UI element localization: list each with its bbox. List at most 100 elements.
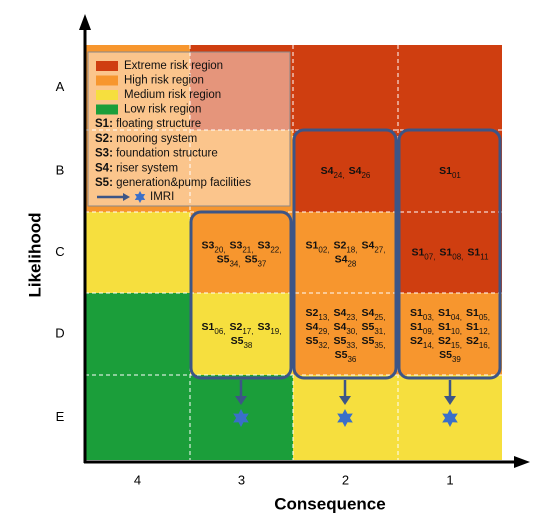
cell-text: S539 (439, 349, 461, 364)
item-code: S1 (410, 321, 423, 333)
item-number: 35, (374, 341, 385, 350)
item-number: 08, (452, 252, 463, 261)
item-number: 30, (346, 327, 357, 336)
item-code: S1 (466, 321, 479, 333)
x-axis-label: Consequence (274, 494, 385, 513)
item-code: S3 (257, 239, 270, 251)
item-number: 11 (480, 252, 489, 261)
item-code: S4 (349, 165, 362, 177)
imri-star (233, 409, 249, 427)
item-number: 31, (374, 327, 385, 336)
cell (398, 130, 502, 212)
item-code: S5 (306, 335, 319, 347)
cell (398, 45, 502, 130)
item-number: 27, (374, 245, 385, 254)
cell-text: S106, S217, S319, (202, 321, 282, 336)
legend-system: S4: riser system (95, 162, 178, 174)
item-code: S5 (335, 349, 348, 361)
item-number: 02, (318, 245, 329, 254)
legend-system: S5: generation&pump facilities (95, 177, 251, 189)
cell (398, 293, 502, 375)
legend-system: S3: foundation structure (95, 148, 218, 160)
item-number: 20, (214, 245, 225, 254)
legend-label: Medium risk region (124, 89, 221, 101)
cell (293, 130, 398, 212)
imri-star (337, 409, 353, 427)
item-number: 28 (347, 259, 356, 268)
item-code: S1 (411, 246, 424, 258)
cell-text: S429, S430, S531, (306, 321, 386, 336)
item-number: 16, (479, 341, 490, 350)
item-code: S5 (439, 349, 452, 361)
item-number: 10, (451, 327, 462, 336)
row-label: D (55, 325, 64, 340)
item-code: S4 (321, 165, 334, 177)
legend-swatch (96, 104, 118, 115)
item-code: S2 (466, 335, 479, 347)
cell-text: S428 (335, 253, 357, 268)
item-number: 24, (333, 171, 344, 180)
item-number: 34, (229, 259, 240, 268)
arrowhead (339, 396, 351, 405)
item-code: S4 (334, 321, 347, 333)
arrowhead (444, 396, 456, 405)
cell (85, 375, 190, 460)
row-label: E (56, 409, 65, 424)
column-label: 4 (134, 472, 141, 487)
item-code: S4 (335, 253, 348, 265)
legend-label: High risk region (124, 75, 204, 87)
legend-system: S2: mooring system (95, 133, 197, 145)
legend-system: S1: floating structure (95, 118, 201, 130)
item-code: S2 (438, 335, 451, 347)
groups (189, 128, 502, 380)
item-code: S2 (410, 335, 423, 347)
imri-star (442, 409, 458, 427)
system-name: foundation structure (113, 148, 218, 160)
group-box (189, 210, 293, 380)
item-number: 33, (346, 341, 357, 350)
cell (293, 45, 398, 130)
item-code: S1 (410, 307, 423, 319)
item-code: S5 (245, 253, 258, 265)
item-number: 01 (452, 171, 461, 180)
column-label: 1 (446, 472, 453, 487)
item-code: S2 (306, 307, 319, 319)
item-number: 21, (242, 245, 253, 254)
y-arrowhead (79, 14, 91, 30)
legend-swatch (96, 75, 118, 86)
item-number: 29, (318, 327, 329, 336)
item-number: 32, (318, 341, 329, 350)
legend-label: Low risk region (124, 104, 201, 116)
cell (190, 45, 293, 130)
column-label: 3 (238, 472, 245, 487)
item-number: 03, (423, 313, 434, 322)
column-label: 2 (342, 472, 349, 487)
item-code: S1 (466, 307, 479, 319)
item-code: S5 (361, 321, 374, 333)
cell (190, 130, 293, 212)
item-code: S5 (334, 335, 347, 347)
legend-box (87, 51, 291, 207)
cell-text: S538 (231, 335, 253, 350)
cell (293, 212, 398, 293)
item-code: S4 (334, 307, 347, 319)
cell-text: S214, S215, S216, (410, 335, 490, 350)
x-arrowhead (514, 456, 530, 468)
item-number: 15, (451, 341, 462, 350)
system-code: S3: (95, 148, 113, 160)
group-box (397, 128, 502, 380)
item-code: S5 (361, 335, 374, 347)
item-number: 23, (346, 313, 357, 322)
item-code: S1 (439, 246, 452, 258)
item-number: 22, (270, 245, 281, 254)
item-code: S1 (439, 165, 452, 177)
arrowhead (123, 193, 130, 201)
item-number: 36 (347, 355, 356, 364)
item-number: 19, (270, 327, 281, 336)
item-number: 04, (451, 313, 462, 322)
cell (85, 212, 190, 293)
item-number: 17, (242, 327, 253, 336)
system-name: mooring system (113, 133, 197, 145)
item-number: 37 (257, 259, 266, 268)
item-code: S2 (334, 239, 347, 251)
